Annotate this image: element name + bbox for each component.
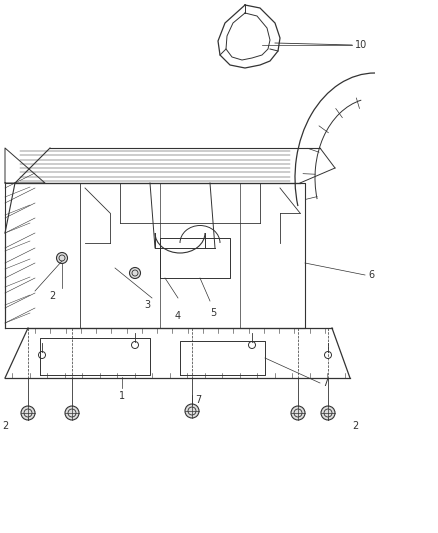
Text: 3: 3 [144, 300, 150, 310]
Text: 7: 7 [195, 395, 201, 405]
Circle shape [185, 404, 199, 418]
Circle shape [21, 406, 35, 420]
Circle shape [57, 253, 67, 263]
Circle shape [130, 268, 141, 279]
Text: 2: 2 [2, 421, 8, 431]
Text: 6: 6 [368, 270, 374, 280]
Text: 1: 1 [119, 391, 125, 401]
Circle shape [321, 406, 335, 420]
Text: 10: 10 [355, 40, 367, 50]
Circle shape [65, 406, 79, 420]
Text: 2: 2 [352, 421, 358, 431]
Text: 4: 4 [175, 311, 181, 321]
Text: 5: 5 [210, 308, 216, 318]
Circle shape [291, 406, 305, 420]
Text: 7: 7 [322, 378, 328, 388]
Text: 2: 2 [49, 291, 55, 301]
